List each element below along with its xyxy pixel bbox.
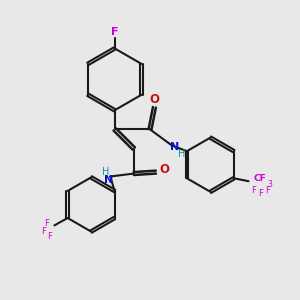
Text: F: F [259,189,263,198]
Text: CF: CF [254,174,266,183]
Text: F: F [251,186,256,195]
Text: O: O [159,163,169,176]
Text: 3: 3 [268,180,272,189]
Text: H: H [178,149,185,159]
Text: N: N [104,175,113,185]
Text: F: F [41,227,46,236]
Text: F: F [266,186,270,195]
Text: F: F [44,218,49,227]
Text: H: H [102,167,110,177]
Text: F: F [47,232,52,241]
Text: F: F [111,27,118,37]
Text: O: O [149,93,159,106]
Text: N: N [170,142,179,152]
